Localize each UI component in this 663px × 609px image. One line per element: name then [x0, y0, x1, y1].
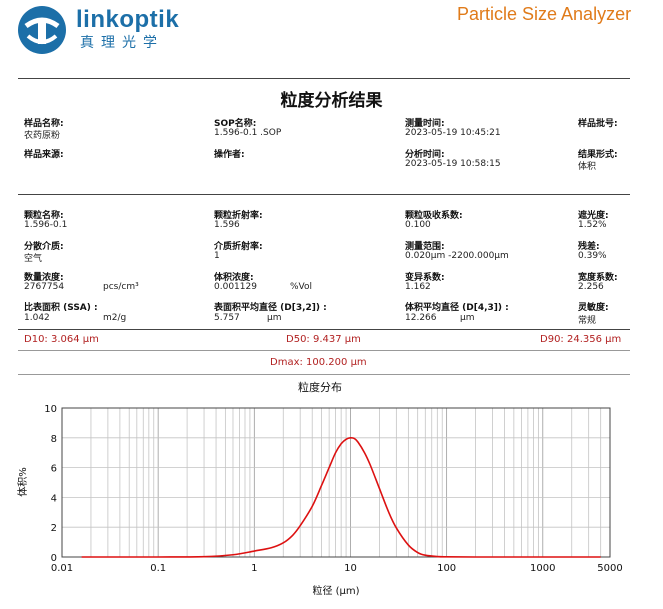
distribution-curve [81, 436, 601, 558]
sensitivity-value: 常规 [578, 316, 597, 326]
sop-name-value: 1.596-0.1 .SOP [214, 128, 282, 138]
number-conc-value: 2767754 [24, 282, 65, 292]
dmax-divider [18, 374, 630, 375]
report-title: 粒度分析结果 [280, 91, 383, 111]
refractive-index-label: 颗粒折射率: [214, 211, 263, 221]
ssa-value: 1.042 [24, 313, 50, 323]
d10-value: D10: 3.064 μm [24, 334, 99, 345]
y-tick-label: 6 [51, 464, 57, 475]
absorption-label: 颗粒吸收系数: [405, 211, 463, 221]
residual-value: 0.39% [578, 251, 607, 261]
particle-name-label: 颗粒名称: [24, 211, 64, 221]
result-form-value: 体积 [578, 162, 597, 172]
absorption-value: 0.100 [405, 220, 431, 230]
y-tick-label: 4 [51, 493, 57, 504]
d43-value: 12.266 [405, 313, 437, 323]
y-axis-ticks: 0 2 4 6 8 10 [44, 404, 57, 564]
range-label: 测量范围: [405, 242, 445, 252]
chart-grid [62, 407, 610, 558]
dispersant-label: 分散介质: [24, 242, 64, 252]
d32-value: 5.757 [214, 313, 240, 323]
sensitivity-label: 灵敏度: [578, 303, 609, 313]
x-axis-ticks: 0.01 0.1 1 10 100 1000 5000 [51, 563, 623, 574]
sample-name-value: 农药原粉 [24, 131, 61, 141]
x-tick-label: 0.01 [51, 563, 73, 574]
x-tick-label: 5000 [597, 563, 622, 574]
brand-name-cn: 真理光学 [80, 35, 164, 51]
product-name: Particle Size Analyzer [457, 4, 632, 24]
measure-time-value: 2023-05-19 10:45:21 [405, 128, 501, 138]
y-tick-label: 10 [44, 404, 57, 415]
sample-divider [18, 194, 630, 195]
analysis-time-value: 2023-05-19 10:58:15 [405, 159, 501, 169]
x-tick-label: 1 [251, 563, 257, 574]
residual-label: 残差: [578, 242, 600, 252]
medium-ri-value: 1 [214, 251, 220, 261]
dispersant-value: 空气 [24, 254, 43, 264]
x-tick-label: 0.1 [150, 563, 166, 574]
y-tick-label: 2 [51, 523, 57, 534]
x-tick-label: 1000 [530, 563, 555, 574]
ssa-unit: m2/g [103, 313, 127, 323]
dmax-value: Dmax: 100.200 μm [270, 357, 367, 368]
batch-label: 样品批号: [578, 119, 618, 129]
analysis-time-label: 分析时间: [405, 150, 445, 160]
y-tick-label: 8 [51, 434, 57, 445]
sop-name-label: SOP名称: [214, 119, 257, 129]
brand-name: linkoptik [76, 6, 180, 33]
x-tick-label: 10 [344, 563, 357, 574]
result-form-label: 结果形式: [578, 150, 618, 160]
refractive-index-value: 1.596 [214, 220, 240, 230]
d32-label: 表面积平均直径 (D[3,2]) : [214, 303, 327, 313]
uniformity-value: 1.162 [405, 282, 431, 292]
chart-title: 粒度分布 [298, 380, 342, 394]
plot-frame [61, 407, 611, 558]
y-axis-label: 体积% [17, 467, 29, 497]
sample-source-label: 样品来源: [24, 150, 64, 160]
number-conc-label: 数量浓度: [24, 273, 64, 283]
header-divider [18, 78, 630, 79]
sample-name-label: 样品名称: [24, 119, 64, 129]
d50-value: D50: 9.437 μm [286, 334, 361, 345]
x-tick-label: 100 [437, 563, 456, 574]
particle-size-distribution-chart: 粒度分布 0 2 4 6 8 10 0.01 0.1 1 10 100 1000 5000 体积% 粒… [17, 380, 623, 597]
x-axis-label: 粒径 (μm) [312, 584, 359, 597]
measure-time-label: 测量时间: [405, 119, 445, 129]
linkoptik-logo [18, 6, 66, 54]
operator-label: 操作者: [214, 150, 245, 160]
particle-name-value: 1.596-0.1 [24, 220, 68, 230]
obscuration-label: 遮光度: [578, 211, 609, 221]
medium-ri-label: 介质折射率: [214, 242, 263, 252]
params-divider [18, 329, 630, 330]
d43-unit: μm [460, 313, 475, 323]
d43-label: 体积平均直径 (D[4,3]) : [405, 303, 509, 313]
uniformity-label: 变异系数: [405, 273, 445, 283]
volume-conc-unit: %Vol [290, 282, 313, 292]
ssa-label: 比表面积 (SSA) : [24, 303, 98, 313]
y-tick-label: 0 [51, 553, 57, 564]
d32-unit: μm [267, 313, 282, 323]
volume-conc-value: 0.001129 [214, 282, 257, 292]
obscuration-value: 1.52% [578, 220, 607, 230]
number-conc-unit: pcs/cm³ [103, 282, 139, 292]
span-label: 宽度系数: [578, 273, 618, 283]
volume-conc-label: 体积浓度: [214, 273, 254, 283]
dvalues-divider [18, 350, 630, 351]
span-value: 2.256 [578, 282, 604, 292]
range-value: 0.020μm -2200.000μm [405, 251, 509, 261]
d90-value: D90: 24.356 μm [540, 334, 622, 345]
